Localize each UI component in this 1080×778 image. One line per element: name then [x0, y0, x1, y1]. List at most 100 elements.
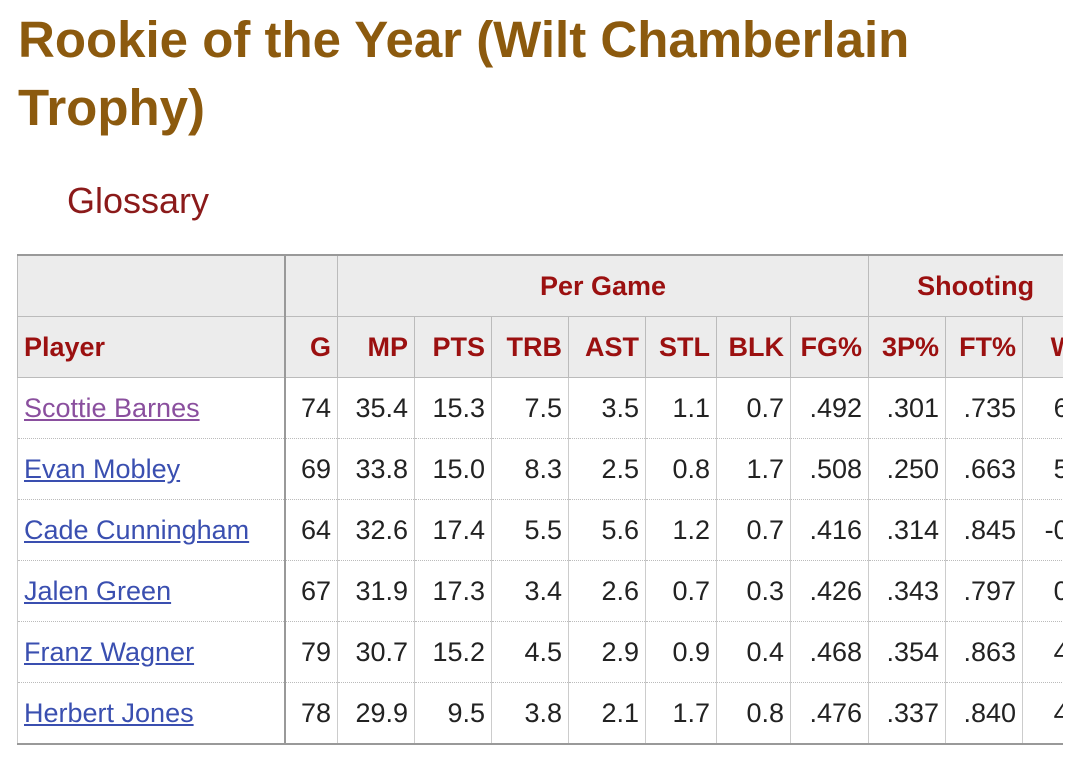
group-header: Shooting: [868, 254, 1063, 317]
column-header: W: [1022, 316, 1063, 378]
stat-cell: 78: [283, 682, 338, 745]
stat-cell: 7.5: [491, 377, 569, 439]
column-header: 3P%: [868, 316, 947, 378]
stat-cell: 1.1: [645, 377, 717, 439]
player-cell: Scottie Barnes: [17, 377, 285, 439]
stat-cell: 5.6: [568, 499, 646, 561]
table-row: Cade Cunningham 64 32.6 17.4 5.5 5.6 1.2 0.7.41…: [17, 499, 1063, 561]
player-cell: Herbert Jones: [17, 682, 285, 745]
group-header: [283, 254, 338, 317]
stat-cell: 3.8: [491, 682, 569, 745]
stat-cell: .840: [945, 682, 1024, 745]
stat-cell: 0.3: [716, 560, 791, 622]
stat-cell: .476: [789, 682, 870, 745]
stat-cell: .797: [945, 560, 1024, 622]
stat-cell: 2.5: [568, 438, 646, 500]
stat-cell: -0.: [1022, 499, 1063, 561]
column-header: FT%: [945, 316, 1024, 378]
stat-cell: 29.9: [337, 682, 415, 745]
stat-cell: 0.7: [716, 377, 791, 439]
stat-cell: .301: [868, 377, 947, 439]
stat-cell: 6.: [1022, 377, 1063, 439]
column-header: Player: [17, 316, 285, 378]
stat-cell: 17.3: [414, 560, 492, 622]
stat-cell: 2.9: [568, 621, 646, 683]
player-link[interactable]: Cade Cunningham: [24, 514, 250, 545]
stat-cell: 4.5: [491, 621, 569, 683]
table-wrap: Per GameShootingAPlayerGMPPTSTRBASTSTLBL…: [17, 254, 1063, 750]
stat-cell: .735: [945, 377, 1024, 439]
stat-cell: .314: [868, 499, 947, 561]
stat-cell: .468: [789, 621, 870, 683]
player-link[interactable]: Evan Mobley: [24, 453, 181, 484]
stat-cell: .354: [868, 621, 947, 683]
table-row: Herbert Jones 78 29.9 9.5 3.8 2.1 1.7 0.8.476.3…: [17, 682, 1063, 745]
stat-cell: 1.2: [645, 499, 717, 561]
player-link[interactable]: Scottie Barnes: [24, 392, 200, 423]
column-header: MP: [337, 316, 415, 378]
stat-cell: 0.7: [645, 560, 717, 622]
player-cell: Jalen Green: [17, 560, 285, 622]
stat-cell: 0.: [1022, 560, 1063, 622]
stat-cell: .863: [945, 621, 1024, 683]
table-row: Scottie Barnes 74 35.4 15.3 7.5 3.5 1.1 0.7.492…: [17, 377, 1063, 439]
stat-cell: .337: [868, 682, 947, 745]
group-row: Per GameShootingA: [17, 254, 1063, 317]
stat-cell: .250: [868, 438, 947, 500]
column-header: STL: [645, 316, 717, 378]
stat-cell: 4.: [1022, 682, 1063, 745]
title: Rookie of the Year (Wilt Chamberlain Tro…: [18, 11, 910, 136]
stat-cell: 8.3: [491, 438, 569, 500]
table-row: Evan Mobley 69 33.8 15.0 8.3 2.5 0.8 1.7.508.25…: [17, 438, 1063, 500]
stat-cell: 17.4: [414, 499, 492, 561]
stat-cell: 67: [283, 560, 338, 622]
player-link[interactable]: Herbert Jones: [24, 697, 194, 728]
stat-cell: 15.0: [414, 438, 492, 500]
stat-cell: 3.4: [491, 560, 569, 622]
stat-cell: 1.7: [645, 682, 717, 745]
stat-cell: 2.6: [568, 560, 646, 622]
stat-cell: 15.2: [414, 621, 492, 683]
stat-cell: 33.8: [337, 438, 415, 500]
stat-cell: 5.5: [491, 499, 569, 561]
stat-cell: 0.8: [716, 682, 791, 745]
stat-cell: 2.1: [568, 682, 646, 745]
stat-cell: 0.4: [716, 621, 791, 683]
column-header: AST: [568, 316, 646, 378]
column-header: TRB: [491, 316, 569, 378]
stat-cell: .426: [789, 560, 870, 622]
stat-cell: 74: [283, 377, 338, 439]
group-header: [17, 254, 285, 317]
player-cell: Cade Cunningham: [17, 499, 285, 561]
stat-cell: 64: [283, 499, 338, 561]
stat-cell: .663: [945, 438, 1024, 500]
table-body: Scottie Barnes 74 35.4 15.3 7.5 3.5 1.1 0.7.492…: [17, 377, 1063, 745]
column-header: PTS: [414, 316, 492, 378]
group-header: Per Game: [336, 254, 870, 317]
stat-cell: 35.4: [337, 377, 415, 439]
stat-cell: 0.9: [645, 621, 717, 683]
stat-cell: .416: [789, 499, 870, 561]
column-header: G: [283, 316, 338, 378]
stat-cell: 4.: [1022, 621, 1063, 683]
stats-table: Per GameShootingAPlayerGMPPTSTRBASTSTLBL…: [17, 254, 1063, 745]
stat-cell: 1.7: [716, 438, 791, 500]
player-link[interactable]: Jalen Green: [24, 575, 172, 606]
stat-cell: 69: [283, 438, 338, 500]
player-cell: Franz Wagner: [17, 621, 285, 683]
player-cell: Evan Mobley: [17, 438, 285, 500]
player-link[interactable]: Franz Wagner: [24, 636, 195, 667]
stat-cell: 32.6: [337, 499, 415, 561]
column-header: FG%: [789, 316, 870, 378]
stat-cell: 15.3: [414, 377, 492, 439]
stat-cell: .508: [789, 438, 870, 500]
table-row: Jalen Green 67 31.9 17.3 3.4 2.6 0.7 0.3.426.34…: [17, 560, 1063, 622]
glossary-link[interactable]: Glossary: [67, 180, 210, 221]
table-row: Franz Wagner 79 30.7 15.2 4.5 2.9 0.9 0.4.468.3…: [17, 621, 1063, 683]
stat-cell: 0.8: [645, 438, 717, 500]
stat-cell: 9.5: [414, 682, 492, 745]
stat-cell: 5.: [1022, 438, 1063, 500]
column-header: BLK: [716, 316, 791, 378]
